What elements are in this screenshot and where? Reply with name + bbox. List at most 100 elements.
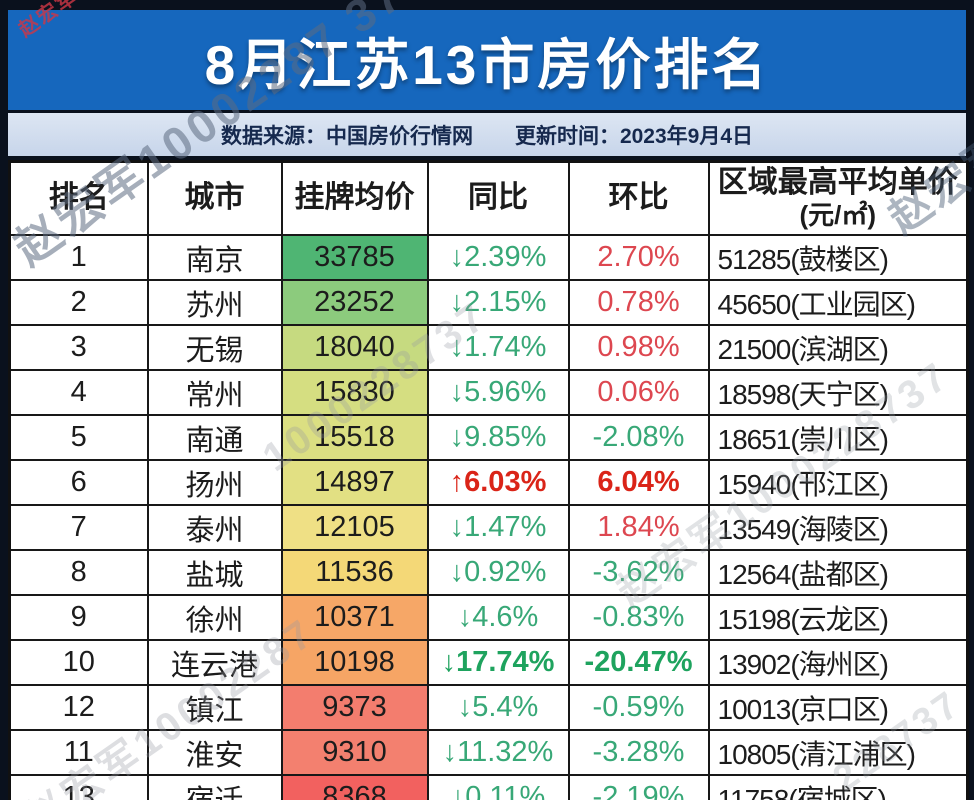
city-cell: 淮安 bbox=[146, 729, 283, 776]
top-area-cell: 15940(邗江区) bbox=[707, 459, 969, 506]
price-cell: 9310 bbox=[280, 729, 429, 776]
table-row: 12 镇江 9373 ↓5.4% -0.59% 10013(京口区) bbox=[8, 684, 969, 731]
table-header-row: 排名 城市 挂牌均价 同比 环比 区域最高平均单价 (元/㎡) bbox=[8, 160, 969, 236]
mom-cell: 0.06% bbox=[567, 369, 710, 416]
rank-cell: 6 bbox=[8, 459, 149, 506]
rank-cell: 5 bbox=[8, 414, 149, 461]
table-row: 2 苏州 23252 ↓2.15% 0.78% 45650(工业园区) bbox=[8, 279, 969, 326]
yoy-cell: ↓9.85% bbox=[426, 414, 570, 461]
mom-cell: 6.04% bbox=[567, 459, 710, 506]
update-time-label: 更新时间：2023年9月4日 bbox=[514, 124, 754, 148]
price-table: 排名 城市 挂牌均价 同比 环比 区域最高平均单价 (元/㎡) 1 南京 337… bbox=[8, 160, 969, 800]
table-row: 13 宿迁 8368 ↓0.11% -2.19% 11758(宿城区) bbox=[8, 774, 969, 800]
yoy-cell: ↑6.03% bbox=[426, 459, 570, 506]
header-city: 城市 bbox=[146, 160, 283, 236]
table-row: 1 南京 33785 ↓2.39% 2.70% 51285(鼓楼区) bbox=[8, 234, 969, 281]
rank-cell: 13 bbox=[8, 774, 149, 800]
mom-cell: -0.83% bbox=[567, 594, 710, 641]
header-yoy: 同比 bbox=[426, 160, 570, 236]
top-area-cell: 51285(鼓楼区) bbox=[707, 234, 969, 281]
city-cell: 盐城 bbox=[146, 549, 283, 596]
rank-cell: 7 bbox=[8, 504, 149, 551]
price-cell: 18040 bbox=[280, 324, 429, 371]
table-row: 11 淮安 9310 ↓11.32% -3.28% 10805(清江浦区) bbox=[8, 729, 969, 776]
top-area-cell: 12564(盐都区) bbox=[707, 549, 969, 596]
header-top-area-unit: (元/㎡) bbox=[799, 199, 877, 230]
yoy-cell: ↓1.74% bbox=[426, 324, 570, 371]
mom-cell: -2.19% bbox=[567, 774, 710, 800]
yoy-cell: ↓0.92% bbox=[426, 549, 570, 596]
rank-cell: 1 bbox=[8, 234, 149, 281]
mom-cell: -3.28% bbox=[567, 729, 710, 776]
price-cell: 11536 bbox=[280, 549, 429, 596]
yoy-cell: ↓5.96% bbox=[426, 369, 570, 416]
price-cell: 14897 bbox=[280, 459, 429, 506]
table-row: 3 无锡 18040 ↓1.74% 0.98% 21500(滨湖区) bbox=[8, 324, 969, 371]
table-row: 4 常州 15830 ↓5.96% 0.06% 18598(天宁区) bbox=[8, 369, 969, 416]
top-area-cell: 45650(工业园区) bbox=[707, 279, 969, 326]
price-cell: 33785 bbox=[280, 234, 429, 281]
city-cell: 常州 bbox=[146, 369, 283, 416]
price-cell: 23252 bbox=[280, 279, 429, 326]
mom-cell: 0.98% bbox=[567, 324, 710, 371]
yoy-cell: ↓11.32% bbox=[426, 729, 570, 776]
yoy-cell: ↓5.4% bbox=[426, 684, 570, 731]
city-cell: 南通 bbox=[146, 414, 283, 461]
yoy-cell: ↓1.47% bbox=[426, 504, 570, 551]
price-cell: 12105 bbox=[280, 504, 429, 551]
price-cell: 15830 bbox=[280, 369, 429, 416]
city-cell: 扬州 bbox=[146, 459, 283, 506]
table-row: 10 连云港 10198 ↓17.74% -20.47% 13902(海州区) bbox=[8, 639, 969, 686]
rank-cell: 2 bbox=[8, 279, 149, 326]
price-cell: 8368 bbox=[280, 774, 429, 800]
header-mom: 环比 bbox=[567, 160, 710, 236]
top-area-cell: 11758(宿城区) bbox=[707, 774, 969, 800]
header-top-area: 区域最高平均单价 (元/㎡) bbox=[707, 160, 969, 236]
city-cell: 南京 bbox=[146, 234, 283, 281]
top-area-cell: 21500(滨湖区) bbox=[707, 324, 969, 371]
mom-cell: 1.84% bbox=[567, 504, 710, 551]
rank-cell: 3 bbox=[8, 324, 149, 371]
yoy-cell: ↓4.6% bbox=[426, 594, 570, 641]
top-area-cell: 15198(云龙区) bbox=[707, 594, 969, 641]
city-cell: 苏州 bbox=[146, 279, 283, 326]
yoy-cell: ↓17.74% bbox=[426, 639, 570, 686]
top-area-cell: 13902(海州区) bbox=[707, 639, 969, 686]
table-row: 6 扬州 14897 ↑6.03% 6.04% 15940(邗江区) bbox=[8, 459, 969, 506]
rank-cell: 9 bbox=[8, 594, 149, 641]
header-price: 挂牌均价 bbox=[280, 160, 429, 236]
rank-cell: 10 bbox=[8, 639, 149, 686]
data-source-label: 数据来源：中国房价行情网 bbox=[220, 124, 473, 148]
top-area-cell: 13549(海陵区) bbox=[707, 504, 969, 551]
subtitle-bar: 数据来源：中国房价行情网 更新时间：2023年9月4日 bbox=[8, 113, 966, 156]
rank-cell: 11 bbox=[8, 729, 149, 776]
header-rank: 排名 bbox=[8, 160, 149, 236]
table-row: 7 泰州 12105 ↓1.47% 1.84% 13549(海陵区) bbox=[8, 504, 969, 551]
page-title: 8月江苏13市房价排名 bbox=[204, 34, 770, 96]
city-cell: 徐州 bbox=[146, 594, 283, 641]
table-row: 8 盐城 11536 ↓0.92% -3.62% 12564(盐都区) bbox=[8, 549, 969, 596]
price-cell: 10371 bbox=[280, 594, 429, 641]
mom-cell: -0.59% bbox=[567, 684, 710, 731]
yoy-cell: ↓0.11% bbox=[426, 774, 570, 800]
mom-cell: -20.47% bbox=[567, 639, 710, 686]
top-area-cell: 10013(京口区) bbox=[707, 684, 969, 731]
title-banner: 8月江苏13市房价排名 bbox=[8, 10, 966, 110]
city-cell: 无锡 bbox=[146, 324, 283, 371]
top-area-cell: 18651(崇川区) bbox=[707, 414, 969, 461]
price-cell: 15518 bbox=[280, 414, 429, 461]
city-cell: 宿迁 bbox=[146, 774, 283, 800]
city-cell: 泰州 bbox=[146, 504, 283, 551]
mom-cell: -2.08% bbox=[567, 414, 710, 461]
price-cell: 9373 bbox=[280, 684, 429, 731]
table-row: 5 南通 15518 ↓9.85% -2.08% 18651(崇川区) bbox=[8, 414, 969, 461]
mom-cell: 0.78% bbox=[567, 279, 710, 326]
mom-cell: -3.62% bbox=[567, 549, 710, 596]
yoy-cell: ↓2.15% bbox=[426, 279, 570, 326]
city-cell: 连云港 bbox=[146, 639, 283, 686]
city-cell: 镇江 bbox=[146, 684, 283, 731]
price-cell: 10198 bbox=[280, 639, 429, 686]
mom-cell: 2.70% bbox=[567, 234, 710, 281]
header-top-area-line1: 区域最高平均单价 bbox=[717, 166, 958, 200]
